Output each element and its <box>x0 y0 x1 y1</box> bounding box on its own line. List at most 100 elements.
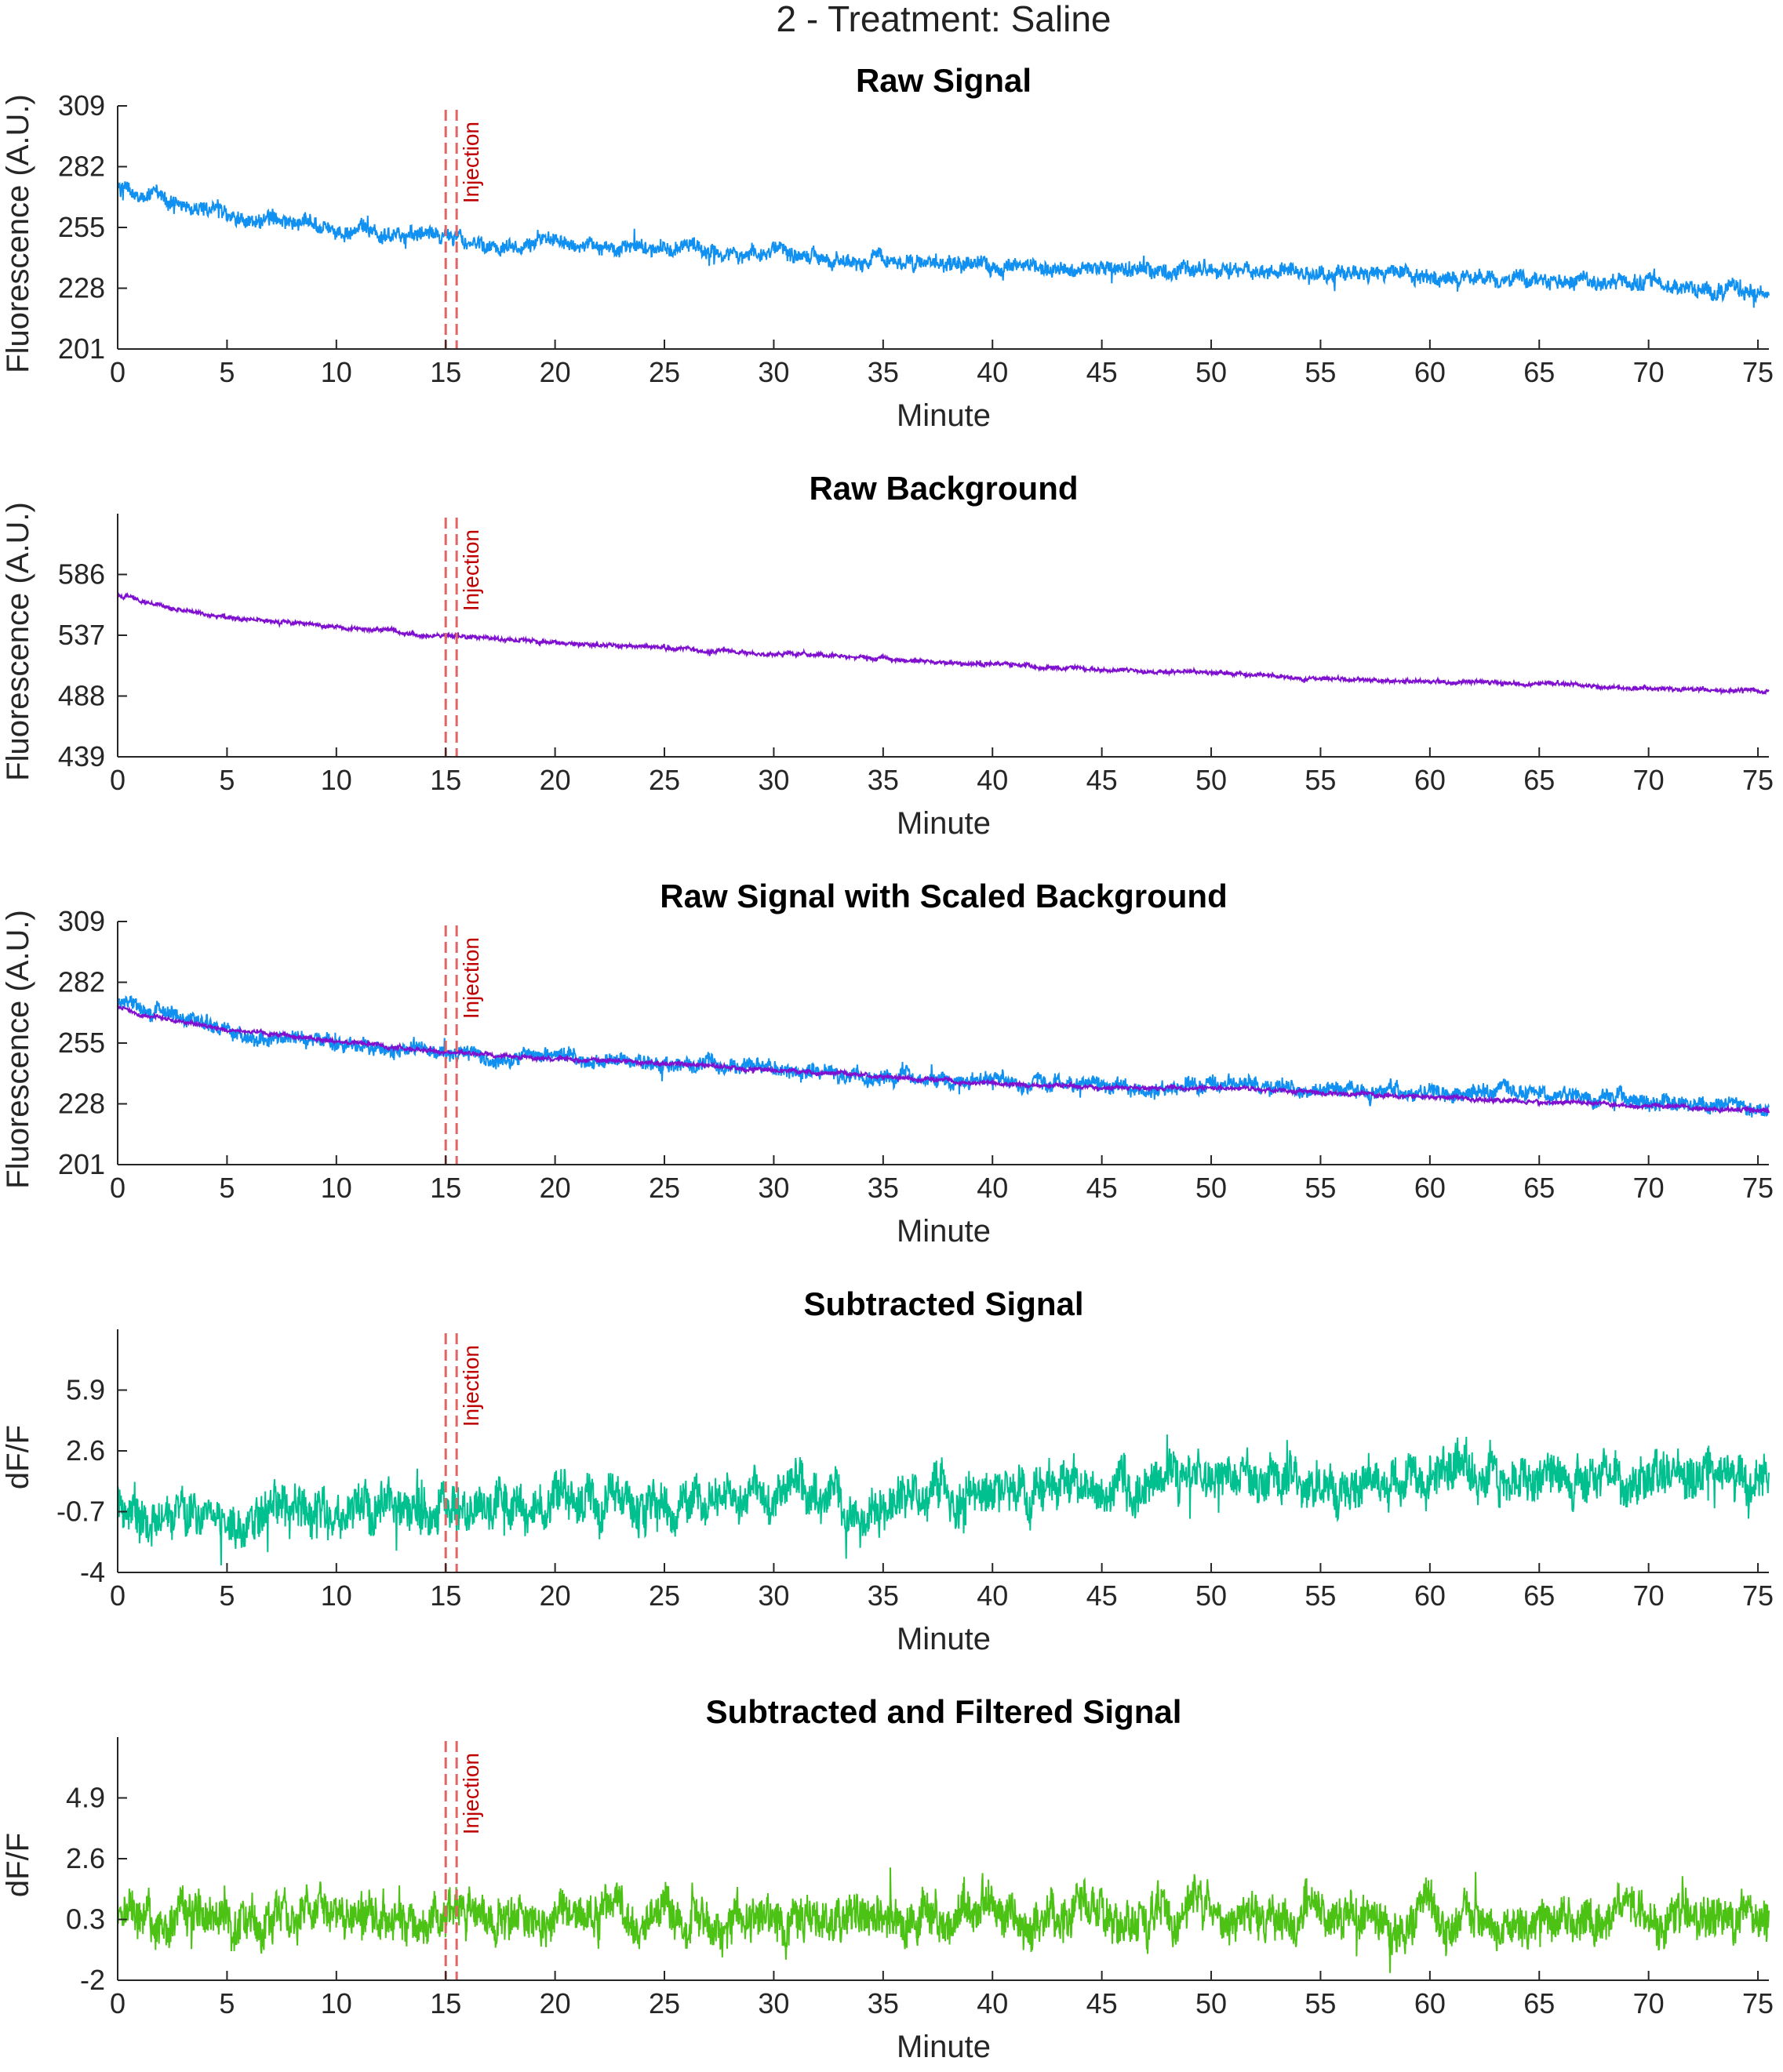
x-tick-label: 10 <box>321 1579 352 1612</box>
x-tick-label: 20 <box>540 764 571 796</box>
series-line-1 <box>117 994 1770 1118</box>
x-tick-label: 25 <box>649 1172 680 1204</box>
x-tick-label: 15 <box>430 1987 461 2019</box>
x-tick-label: 55 <box>1305 1172 1336 1204</box>
series-line-1 <box>117 1434 1770 1566</box>
x-tick-label: 40 <box>977 356 1008 388</box>
x-tick-label: 40 <box>977 1987 1008 2019</box>
y-tick-label: 228 <box>58 272 105 304</box>
chart-panel-4: Subtracted Signal Injection 0 5 10 15 20 25 30 35… <box>1 1285 1774 1656</box>
x-tick-label: 25 <box>649 764 680 796</box>
x-tick-label: 35 <box>868 1579 899 1612</box>
chart-panel-1: Raw Signal Injection 0 5 10 15 20 25 30 35 40 45 50 5… <box>1 62 1774 433</box>
x-tick-label: 30 <box>758 356 789 388</box>
y-tick-label: 586 <box>58 558 105 591</box>
x-tick-label: 5 <box>219 1987 235 2019</box>
x-tick-label: 45 <box>1086 1987 1118 2019</box>
series-line-1 <box>117 181 1770 308</box>
x-tick-label: 75 <box>1742 764 1774 796</box>
x-tick-label: 25 <box>649 1579 680 1612</box>
x-tick-label: 60 <box>1414 1172 1446 1204</box>
x-tick-label: 15 <box>430 1579 461 1612</box>
x-tick-label: 25 <box>649 1987 680 2019</box>
x-tick-label: 75 <box>1742 1987 1774 2019</box>
y-tick-label: 537 <box>58 619 105 651</box>
y-tick-label: 2.6 <box>66 1434 105 1467</box>
y-tick-label: 0.3 <box>66 1903 105 1936</box>
injection-label: Injection <box>459 1753 483 1834</box>
x-tick-label: 35 <box>868 1172 899 1204</box>
y-axis-label: dF/F <box>1 1833 35 1897</box>
y-tick-label: 2.6 <box>66 1842 105 1874</box>
chart-panel-3: Raw Signal with Scaled Background Injecti… <box>1 878 1774 1249</box>
y-tick-label: 201 <box>58 333 105 365</box>
chart-panel-2: Raw Background Injection 0 5 10 15 20 25 30 35 40 4… <box>1 470 1774 841</box>
injection-label: Injection <box>459 1345 483 1427</box>
y-tick-label: -0.7 <box>56 1496 105 1528</box>
x-tick-label: 70 <box>1633 356 1665 388</box>
y-tick-label: 309 <box>58 905 105 937</box>
x-tick-label: 65 <box>1523 1987 1555 2019</box>
x-tick-label: 5 <box>219 764 235 796</box>
x-tick-label: 50 <box>1195 356 1227 388</box>
x-tick-label: 50 <box>1195 1579 1227 1612</box>
y-axis-label: Fluorescence (A.U.) <box>1 94 35 373</box>
chart-title: Raw Signal <box>856 62 1032 99</box>
injection-label: Injection <box>459 122 483 203</box>
x-tick-label: 30 <box>758 764 789 796</box>
x-tick-label: 0 <box>110 764 126 796</box>
x-tick-label: 0 <box>110 356 126 388</box>
x-tick-label: 20 <box>540 356 571 388</box>
x-tick-label: 0 <box>110 1987 126 2019</box>
chart-title: Raw Signal with Scaled Background <box>660 878 1227 914</box>
y-tick-label: 488 <box>58 680 105 712</box>
chart-title: Raw Background <box>809 470 1078 507</box>
x-tick-label: 55 <box>1305 356 1336 388</box>
chart-panel-5: Subtracted and Filtered Signal Injection 0… <box>1 1693 1774 2064</box>
y-axis-label: dF/F <box>1 1425 35 1489</box>
x-tick-label: 0 <box>110 1579 126 1612</box>
y-tick-label: 255 <box>58 1027 105 1059</box>
y-tick-label: 201 <box>58 1148 105 1180</box>
chart-title: Subtracted and Filtered Signal <box>706 1693 1182 1730</box>
x-tick-label: 15 <box>430 1172 461 1204</box>
x-axis-label: Minute <box>897 806 991 841</box>
x-tick-label: 65 <box>1523 356 1555 388</box>
x-tick-label: 75 <box>1742 1172 1774 1204</box>
x-tick-label: 40 <box>977 1579 1008 1612</box>
y-axis-label: Fluorescence (A.U.) <box>1 910 35 1189</box>
x-tick-label: 10 <box>321 764 352 796</box>
x-tick-label: 60 <box>1414 356 1446 388</box>
injection-label: Injection <box>459 529 483 611</box>
x-tick-label: 65 <box>1523 764 1555 796</box>
x-tick-label: 40 <box>977 1172 1008 1204</box>
x-tick-label: 10 <box>321 1987 352 2019</box>
y-tick-label: 4.9 <box>66 1782 105 1814</box>
x-tick-label: 50 <box>1195 1987 1227 2019</box>
x-tick-label: 10 <box>321 356 352 388</box>
x-tick-label: 60 <box>1414 764 1446 796</box>
x-tick-label: 45 <box>1086 1579 1118 1612</box>
x-tick-label: 65 <box>1523 1579 1555 1612</box>
x-tick-label: 30 <box>758 1172 789 1204</box>
y-tick-label: 309 <box>58 89 105 122</box>
x-tick-label: 20 <box>540 1579 571 1612</box>
x-tick-label: 0 <box>110 1172 126 1204</box>
y-axis-label: Fluorescence (A.U.) <box>1 502 35 781</box>
x-tick-label: 5 <box>219 1579 235 1612</box>
y-tick-label: 228 <box>58 1088 105 1120</box>
x-tick-label: 35 <box>868 1987 899 2019</box>
x-tick-label: 60 <box>1414 1579 1446 1612</box>
x-tick-label: 70 <box>1633 1172 1665 1204</box>
x-tick-label: 70 <box>1633 1579 1665 1612</box>
x-tick-label: 5 <box>219 1172 235 1204</box>
y-tick-label: 282 <box>58 966 105 998</box>
y-tick-label: 439 <box>58 740 105 772</box>
x-tick-label: 75 <box>1742 356 1774 388</box>
x-tick-label: 30 <box>758 1579 789 1612</box>
x-tick-label: 50 <box>1195 1172 1227 1204</box>
x-tick-label: 70 <box>1633 764 1665 796</box>
x-tick-label: 25 <box>649 356 680 388</box>
y-tick-label: 282 <box>58 151 105 183</box>
x-tick-label: 45 <box>1086 1172 1118 1204</box>
